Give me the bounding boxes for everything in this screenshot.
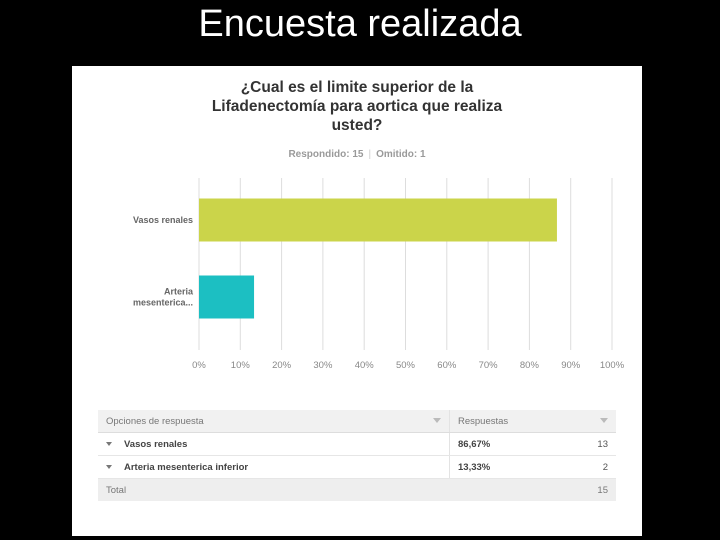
count-cell: 13 [576, 432, 616, 456]
table-header-row: Opciones de respuesta Respuestas [98, 410, 616, 433]
x-tick-label: 50% [396, 360, 416, 371]
survey-panel: ¿Cual es el limite superior de la Lifade… [72, 66, 642, 536]
response-stats: Respondido: 15 | Omitido: 1 [72, 149, 642, 160]
total-label: Total [98, 478, 450, 501]
x-tick-label: 70% [479, 360, 499, 371]
responses-header-label: Respuestas [458, 415, 509, 427]
survey-title-line: usted? [331, 117, 383, 134]
x-tick-label: 40% [355, 360, 375, 371]
x-tick-label: 80% [520, 360, 540, 371]
option-cell: Arteria mesenterica inferior [98, 455, 450, 479]
sort-caret-icon[interactable] [600, 418, 608, 423]
x-tick-label: 0% [192, 360, 206, 371]
count-cell: 2 [576, 455, 616, 479]
percent-cell: 86,67% [449, 432, 576, 456]
x-tick-label: 90% [561, 360, 581, 371]
y-category-label: mesenterica... [133, 298, 193, 308]
options-header-label: Opciones de respuesta [106, 415, 204, 427]
sort-caret-icon[interactable] [433, 418, 441, 423]
total-spacer [449, 478, 576, 501]
x-tick-label: 60% [437, 360, 457, 371]
table-row: Vasos renales 86,67% 13 [98, 432, 616, 456]
stats-separator: | [368, 149, 372, 160]
skipped-count: Omitido: 1 [376, 149, 426, 160]
options-column-header[interactable]: Opciones de respuesta [98, 410, 450, 433]
x-tick-label: 20% [272, 360, 292, 371]
survey-title-line: ¿Cual es el limite superior de la [240, 79, 474, 96]
expand-triangle-icon[interactable] [106, 441, 112, 446]
expand-triangle-icon[interactable] [106, 464, 112, 469]
x-tick-label: 100% [600, 360, 625, 371]
survey-question-title: ¿Cual es el limite superior de la Lifade… [72, 78, 642, 135]
results-table: Opciones de respuesta Respuestas Vasos r… [98, 410, 616, 501]
total-count: 15 [576, 478, 616, 501]
y-category-label: Vasos renales [133, 215, 193, 225]
answered-count: Respondido: 15 [288, 149, 364, 160]
x-tick-label: 30% [313, 360, 333, 371]
total-row: Total 15 [98, 478, 616, 501]
y-category-label: Arteria [164, 287, 194, 297]
table-row: Arteria mesenterica inferior 13,33% 2 [98, 455, 616, 479]
bar-chart: 0% 10% 20% 30% 40% 50% 60% 70% 80% 90% 100% Vasos r… [133, 178, 625, 371]
bar [199, 198, 557, 242]
slide-title: Encuesta realizada [198, 3, 522, 45]
option-label: Arteria mesenterica inferior [124, 461, 249, 473]
bar [199, 275, 255, 319]
percent-cell: 13,33% [449, 455, 576, 479]
responses-column-header[interactable]: Respuestas [449, 410, 616, 433]
option-cell: Vasos renales [98, 432, 450, 456]
option-label: Vasos renales [124, 438, 188, 450]
x-tick-label: 10% [231, 360, 251, 371]
survey-title-line: Lifadenectomía para aortica que realiza [211, 98, 503, 115]
